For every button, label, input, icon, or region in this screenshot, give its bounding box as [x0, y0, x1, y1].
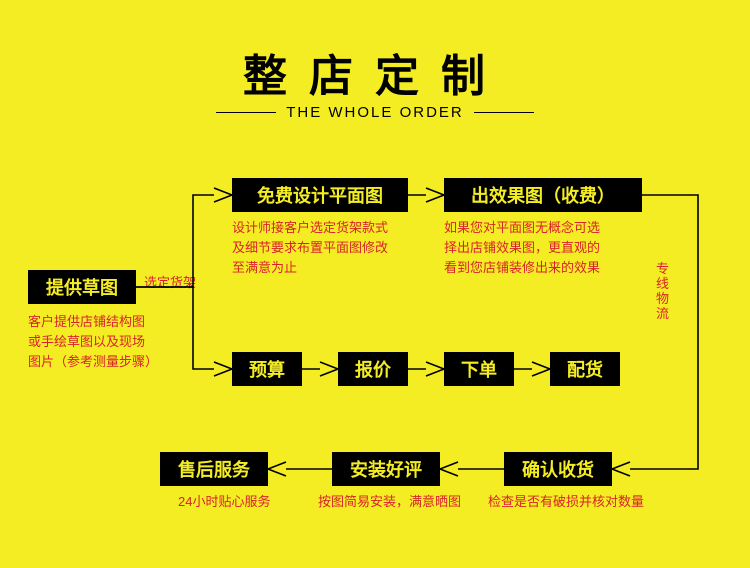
node-order: 下单 [444, 352, 514, 386]
desc-render: 如果您对平面图无概念可选择出店铺效果图，更直观的看到您店铺装修出来的效果 [444, 218, 600, 278]
desc-receipt: 检查是否有破损并核对数量 [488, 492, 644, 512]
node-sketch: 提供草图 [28, 270, 136, 304]
subtitle-line-right [474, 112, 534, 113]
node-plan: 免费设计平面图 [232, 178, 408, 212]
subtitle: THE WHOLE ORDER [276, 104, 474, 121]
node-dispatch: 配货 [550, 352, 620, 386]
edge-label-select-shelf: 选定货架 [144, 272, 196, 291]
desc-sketch: 客户提供店铺结构图或手绘草图以及现场图片（参考测量步骤） [28, 312, 158, 372]
node-aftersales: 售后服务 [160, 452, 268, 486]
subtitle-line-left [216, 112, 276, 113]
node-receipt: 确认收货 [504, 452, 612, 486]
edge-label-logistics: 专线物流 [656, 262, 669, 322]
node-budget: 预算 [232, 352, 302, 386]
desc-plan: 设计师接客户选定货架款式及细节要求布置平面图修改至满意为止 [232, 218, 388, 278]
node-render: 出效果图（收费） [444, 178, 642, 212]
page-title: 整店定制 [0, 40, 750, 104]
subtitle-wrap: THE WHOLE ORDER [0, 104, 750, 121]
desc-aftersales: 24小时贴心服务 [178, 492, 270, 512]
node-install: 安装好评 [332, 452, 440, 486]
desc-install: 按图简易安装，满意晒图 [318, 492, 461, 512]
node-quote: 报价 [338, 352, 408, 386]
